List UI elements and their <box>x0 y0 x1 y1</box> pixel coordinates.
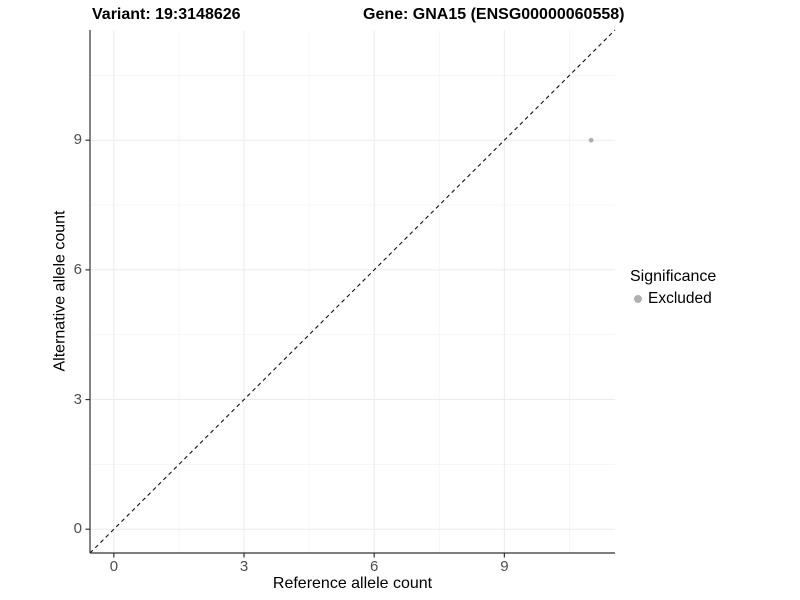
data-point-excluded <box>588 137 594 143</box>
x-tick-label: 6 <box>370 558 379 575</box>
x-tick-label: 9 <box>500 558 509 575</box>
x-tick-label: 0 <box>109 558 119 575</box>
identity-line <box>89 29 616 554</box>
y-tick-label: 3 <box>73 390 82 408</box>
x-axis-title: Reference allele count <box>272 575 433 592</box>
y-tick-label: 9 <box>73 131 82 149</box>
legend-item-label: Excluded <box>648 290 712 307</box>
plot-title-variant: Variant: 19:3148626 <box>92 6 241 23</box>
excluded-point-icon <box>634 294 642 303</box>
y-tick-label: 6 <box>73 260 82 278</box>
plot-title-gene: Gene: GNA15 (ENSG00000060558) <box>363 6 625 23</box>
legend: Significance Excluded <box>630 267 716 308</box>
legend-title: Significance <box>630 268 717 285</box>
plot-panel <box>85 29 616 558</box>
y-tick-label: 0 <box>73 520 82 538</box>
x-tick-label: 3 <box>239 558 249 575</box>
legend-item-excluded: Excluded <box>630 289 716 308</box>
y-axis-title: Alternative allele count <box>51 210 69 372</box>
